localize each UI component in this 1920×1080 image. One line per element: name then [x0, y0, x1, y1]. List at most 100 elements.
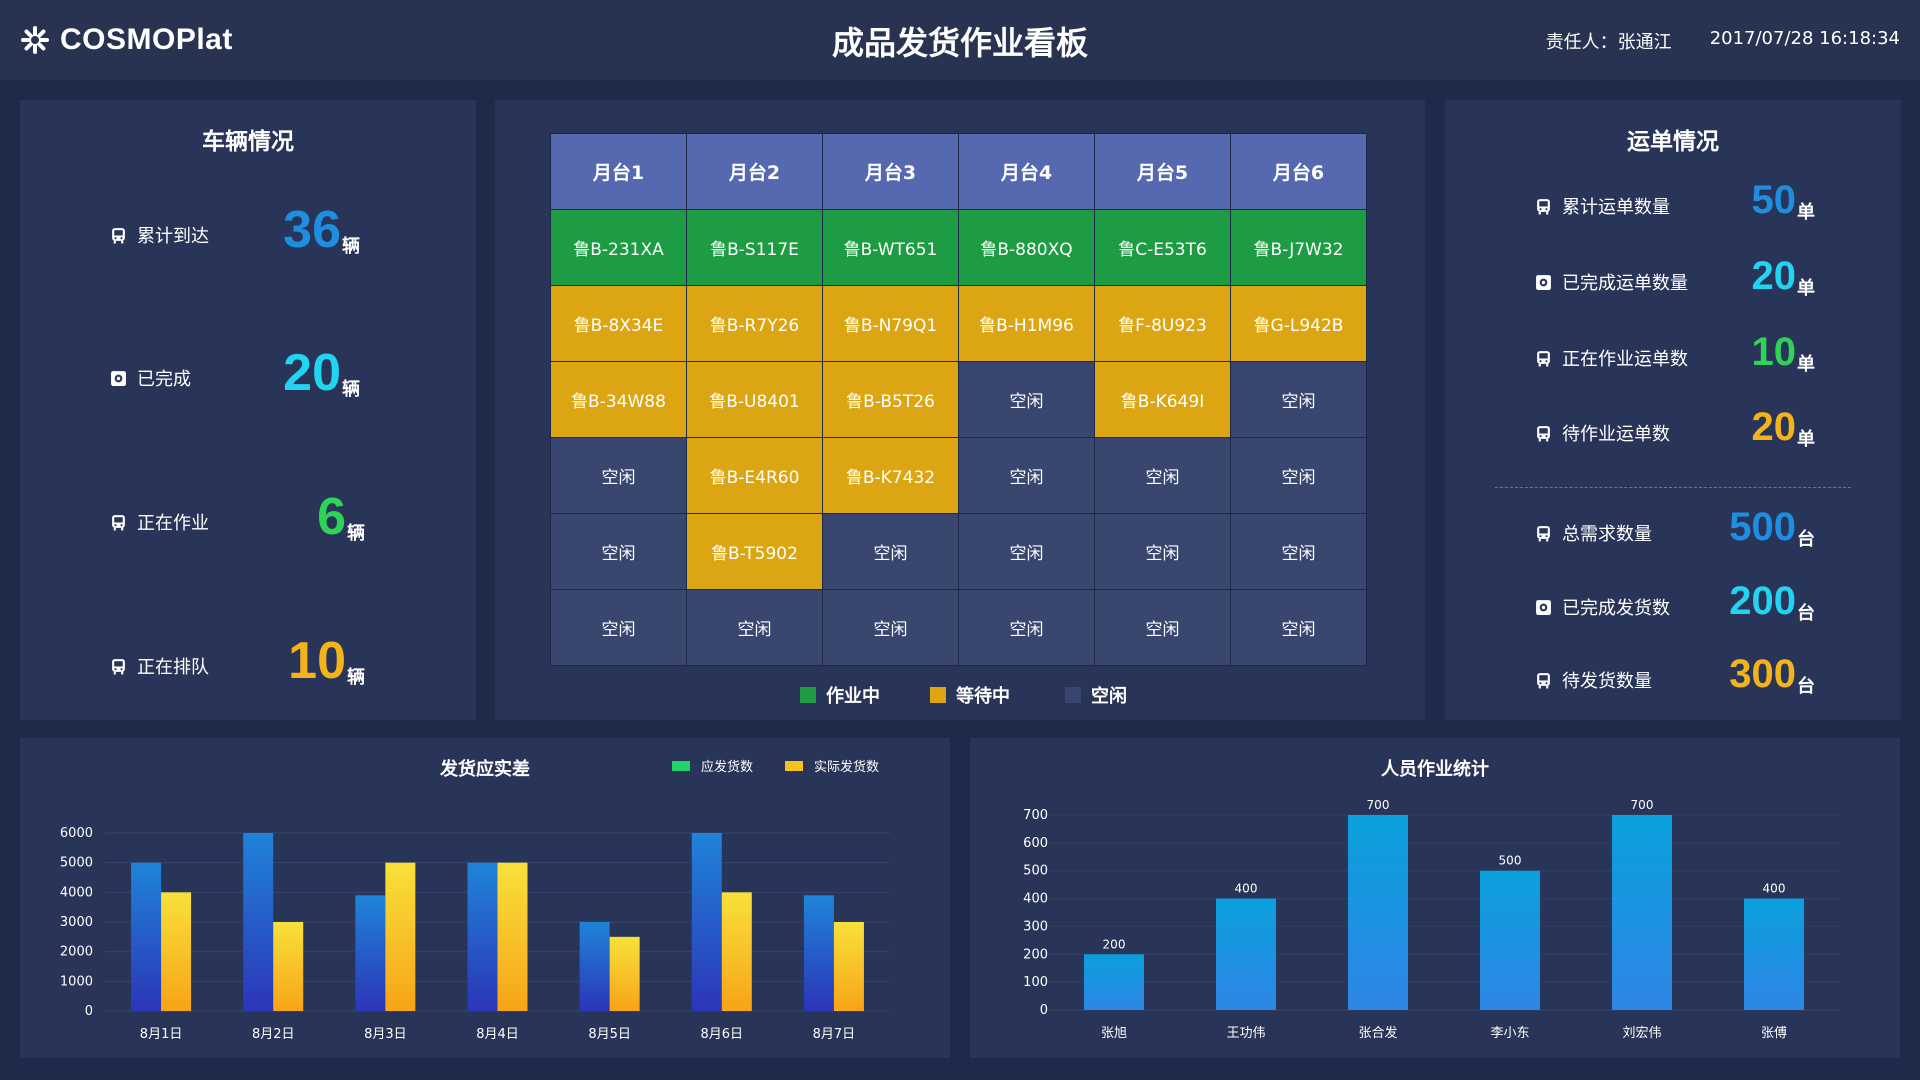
dock-cell[interactable]: 鲁B-N79Q1 [822, 285, 959, 362]
vehicle-stat-label: 累计到达 [137, 226, 209, 247]
vehicle-stat-number: 6 [317, 488, 346, 546]
bar-staff[interactable] [1216, 898, 1276, 1010]
bar-staff[interactable] [1348, 815, 1408, 1010]
dock-cell[interactable]: 鲁B-T5902 [686, 513, 823, 590]
dock-cell[interactable]: 鲁B-U8401 [686, 361, 823, 438]
dock-cell[interactable]: 鲁F-8U923 [1094, 285, 1231, 362]
dock-cell[interactable]: 空闲 [550, 589, 687, 666]
legend-swatch [672, 761, 690, 771]
bar-actual[interactable] [273, 922, 304, 1011]
dock-cell[interactable]: 鲁B-H1M96 [958, 285, 1095, 362]
dock-cell[interactable]: 空闲 [822, 513, 959, 590]
legend-swatch [930, 687, 946, 703]
dock-cell[interactable]: 空闲 [550, 437, 687, 514]
dock-cell[interactable]: 鲁B-J7W32 [1230, 209, 1367, 286]
dock-cell[interactable]: 空闲 [822, 589, 959, 666]
dock-cell[interactable]: 空闲 [958, 437, 1095, 514]
x-tick-label: 8月6日 [701, 1027, 744, 1042]
dock-cell[interactable]: 鲁G-L942B [1230, 285, 1367, 362]
dock-cell[interactable]: 鲁B-K7432 [822, 437, 959, 514]
bar-staff[interactable] [1084, 954, 1144, 1010]
y-tick-label: 1000 [60, 974, 93, 989]
dock-cell[interactable]: 鲁B-B5T26 [822, 361, 959, 438]
x-tick-label: 8月5日 [588, 1027, 631, 1042]
dock-cell[interactable]: 空闲 [550, 513, 687, 590]
order-divider [1495, 487, 1851, 488]
bar-planned[interactable] [243, 833, 274, 1011]
bar-planned[interactable] [579, 922, 610, 1011]
x-tick-label: 李小东 [1490, 1026, 1529, 1041]
dock-cell[interactable]: 空闲 [1094, 589, 1231, 666]
dock-cell[interactable]: 空闲 [1230, 513, 1367, 590]
dock-header: 月台3 [822, 133, 959, 210]
dock-cell[interactable]: 空闲 [958, 589, 1095, 666]
header-bar: COSMOPlat 成品发货作业看板 责任人：张通江 2017/07/28 16… [0, 0, 1920, 80]
x-tick-label: 刘宏伟 [1622, 1026, 1661, 1041]
bar-planned[interactable] [131, 862, 162, 1011]
bar-actual[interactable] [833, 922, 864, 1011]
order-stat-row: 已完成运单数量 [1535, 269, 1688, 295]
dock-cell[interactable]: 空闲 [1094, 437, 1231, 514]
dock-cell[interactable]: 鲁B-WT651 [822, 209, 959, 286]
vehicle-stat-value: 10 辆 [288, 631, 365, 691]
bar-staff[interactable] [1612, 815, 1672, 1010]
dock-cell[interactable]: 空闲 [958, 513, 1095, 590]
bar-planned[interactable] [467, 862, 498, 1011]
y-tick-label: 200 [1023, 947, 1048, 962]
bar-value-label: 500 [1499, 854, 1522, 868]
dock-cell[interactable]: 鲁C-E53T6 [1094, 209, 1231, 286]
vehicle-stat-unit: 辆 [347, 523, 365, 543]
order-stat-label: 待作业运单数 [1562, 424, 1670, 445]
bar-value-label: 200 [1103, 937, 1126, 951]
vehicle-stat-value: 20 辆 [283, 343, 360, 403]
order-stat-unit: 台 [1797, 676, 1815, 696]
bar-staff[interactable] [1480, 870, 1540, 1010]
dock-cell[interactable]: 空闲 [958, 361, 1095, 438]
x-tick-label: 8月2日 [252, 1027, 295, 1042]
dock-cell[interactable]: 空闲 [686, 589, 823, 666]
dock-grid: 月台1 月台2 月台3 月台4 月台5 月台6 鲁B-231XA 鲁B-S117E 鲁B-WT… [550, 133, 1367, 666]
y-tick-label: 4000 [60, 885, 93, 900]
bar-staff[interactable] [1744, 898, 1804, 1010]
bar-value-label: 400 [1763, 882, 1786, 896]
bar-planned[interactable] [803, 895, 834, 1011]
dock-header: 月台4 [958, 133, 1095, 210]
dock-cell[interactable]: 鲁B-E4R60 [686, 437, 823, 514]
bar-actual[interactable] [497, 862, 528, 1011]
bar-actual[interactable] [609, 936, 640, 1011]
vehicle-stat-row: 已完成 [110, 365, 191, 391]
order-stat-number: 500 [1729, 505, 1796, 549]
dock-row: 空闲 鲁B-T5902 空闲 空闲 空闲 空闲 [550, 513, 1367, 590]
y-tick-label: 100 [1023, 975, 1048, 990]
dock-cell[interactable]: 鲁B-K649I [1094, 361, 1231, 438]
dock-cell[interactable]: 空闲 [1230, 437, 1367, 514]
dock-cell[interactable]: 鲁B-R7Y26 [686, 285, 823, 362]
order-stat-row: 总需求数量 [1535, 520, 1652, 546]
order-stat-number: 200 [1729, 579, 1796, 623]
x-tick-label: 张傅 [1761, 1026, 1787, 1041]
dock-cell[interactable]: 空闲 [1230, 361, 1367, 438]
order-stat-label: 总需求数量 [1562, 524, 1652, 545]
order-stat-label: 正在作业运单数 [1562, 349, 1688, 370]
dock-header: 月台5 [1094, 133, 1231, 210]
order-stat-unit: 单 [1797, 429, 1815, 449]
order-stat-value: 20 单 [1752, 254, 1816, 299]
order-stat-unit: 台 [1797, 603, 1815, 623]
dock-cell[interactable]: 空闲 [1094, 513, 1231, 590]
bar-planned[interactable] [355, 895, 386, 1011]
bar-planned[interactable] [691, 833, 722, 1011]
bar-actual[interactable] [385, 862, 416, 1011]
y-tick-label: 400 [1023, 892, 1048, 907]
legend-label: 空闲 [1091, 686, 1127, 707]
dock-cell[interactable]: 鲁B-231XA [550, 209, 687, 286]
dock-cell[interactable]: 鲁B-8X34E [550, 285, 687, 362]
order-stat-row: 累计运单数量 [1535, 193, 1670, 219]
legend-label: 等待中 [956, 686, 1010, 707]
bar-actual[interactable] [161, 892, 192, 1011]
dock-cell[interactable]: 空闲 [1230, 589, 1367, 666]
dock-cell[interactable]: 鲁B-34W88 [550, 361, 687, 438]
bar-actual[interactable] [721, 892, 752, 1011]
dock-cell[interactable]: 鲁B-880XQ [958, 209, 1095, 286]
dock-cell[interactable]: 鲁B-S117E [686, 209, 823, 286]
order-stat-unit: 单 [1797, 278, 1815, 298]
